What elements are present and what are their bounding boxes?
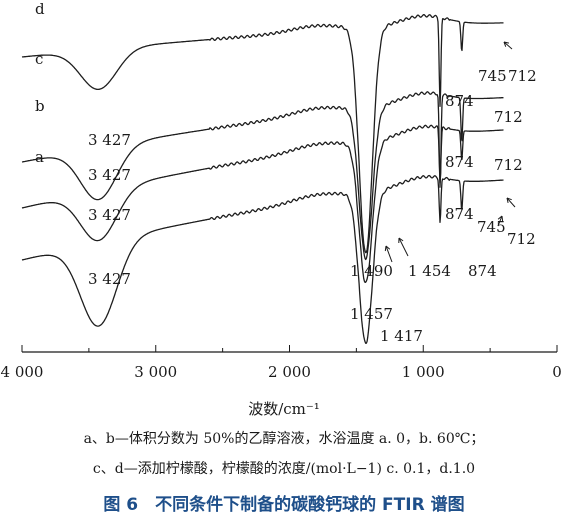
spectrum-b (21, 124, 504, 284)
series-label-d: d (35, 0, 45, 18)
caption-note-ab: a、b—体积分数为 50%的乙醇溶液，水浴温度 a. 0，b. 60℃； (83, 431, 485, 447)
leader-arrowhead-0 (384, 245, 391, 252)
leader-line-2 (503, 41, 513, 50)
peak-label-c-3427: 3 427 (88, 166, 131, 184)
peak-label-a-712: 712 (507, 230, 536, 248)
x-axis-title: 波数/cm⁻¹ (248, 400, 320, 418)
x-tick-label-1000: 1 000 (402, 363, 445, 381)
spectra-curves (21, 13, 504, 344)
peak-label-c-1454: 1 454 (408, 262, 451, 280)
peak-label-b-1457: 1 457 (350, 305, 393, 323)
leader-arrowhead-2 (503, 41, 510, 47)
annotation-arrows (384, 41, 516, 263)
peak-label-d-712: 712 (508, 67, 537, 85)
leader-line-3 (506, 197, 516, 208)
series-label-c: c (35, 50, 43, 68)
peak-label-a-745: 745 (477, 218, 506, 236)
peak-label-d-745: 745 (478, 67, 507, 85)
peak-label-c-712: 712 (494, 108, 523, 126)
figure-title: 图 6 不同条件下制备的碳酸钙球的 FTIR 谱图 (103, 495, 465, 515)
peak-label-b-712: 712 (494, 156, 523, 174)
series-label-a: a (35, 148, 44, 166)
peak-label-a-3427: 3 427 (88, 270, 131, 288)
x-tick-label-2000: 2 000 (268, 363, 311, 381)
peak-label-b-3427: 3 427 (88, 206, 131, 224)
leader-line-0 (385, 245, 393, 263)
peak-label-d-3427: 3 427 (88, 131, 131, 149)
peak-label-a-1417: 1 417 (380, 327, 423, 345)
x-axis: 4 000 3 000 2 000 1 000 0 (1, 345, 562, 381)
leader-line-1 (398, 237, 409, 257)
spectrum-c (21, 91, 504, 261)
leader-arrowhead-4 (497, 215, 504, 222)
peak-label-d-874: 874 (445, 92, 474, 110)
peak-label-d-1490: 1 490 (350, 262, 393, 280)
spectrum-a (21, 174, 504, 344)
leader-arrowhead-3 (506, 197, 512, 204)
peak-label-b-874: 874 (445, 205, 474, 223)
peak-label-c-874: 874 (445, 153, 474, 171)
series-labels: a b c d (35, 0, 45, 166)
leader-line-4 (497, 215, 503, 227)
caption-note-cd: c、d—添加柠檬酸，柠檬酸的浓度/(mol·L−1) c. 0.1，d.1.0 (92, 461, 476, 477)
x-tick-label-4000: 4 000 (1, 363, 44, 381)
leader-arrowhead-1 (398, 237, 404, 244)
peak-label-a-874: 874 (468, 262, 497, 280)
x-tick-label-0: 0 (552, 363, 562, 381)
series-label-b: b (35, 97, 45, 115)
x-tick-label-3000: 3 000 (134, 363, 177, 381)
spectrum-d (21, 13, 504, 254)
